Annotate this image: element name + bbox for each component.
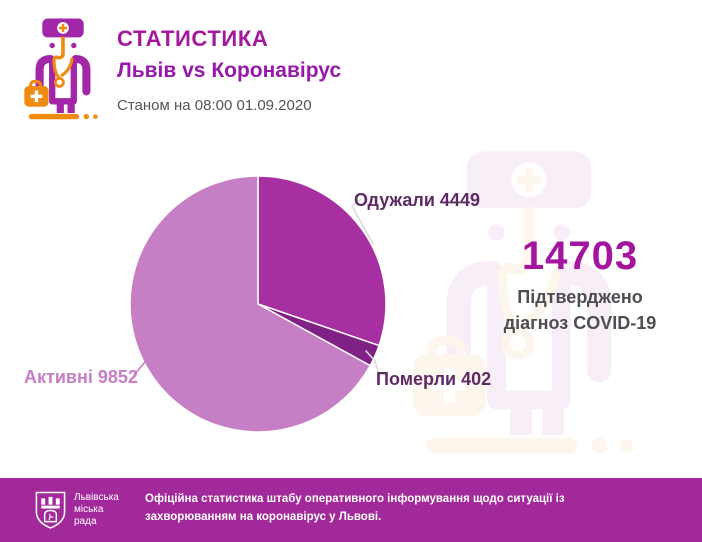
page-subtitle: Львів vs Коронавірус [117, 59, 342, 82]
pie-label-active: Активні 9852 [24, 367, 138, 387]
footer-message: Офіційна статистика штабу оперативного і… [145, 493, 565, 523]
footer-bar: Львівська міська рада Офіційна статистик… [0, 478, 702, 542]
total-confirmed-number: 14703 [521, 234, 639, 278]
total-confirmed-caption: Підтверджено діагноз COVID-19 [455, 284, 702, 336]
logo-text-line1: Львівська [74, 492, 119, 503]
total-caption-line2: діагноз COVID-19 [503, 313, 657, 333]
pie-chart [129, 175, 387, 433]
doctor-icon [18, 14, 108, 122]
logo-text-line2: міська [74, 504, 104, 515]
pie-label-died: Померли 402 [376, 369, 492, 389]
page-title: СТАТИСТИКА [117, 26, 269, 51]
lviv-city-council-logo-icon [34, 489, 67, 531]
as-of-date: Станом на 08:00 01.09.2020 [117, 97, 312, 114]
logo-text-line3: рада [74, 516, 97, 527]
pie-label-recovered: Одужали 4449 [354, 190, 480, 210]
lviv-city-council-label: Львівська міська рада [74, 492, 119, 528]
total-caption-line1: Підтверджено [517, 287, 643, 307]
